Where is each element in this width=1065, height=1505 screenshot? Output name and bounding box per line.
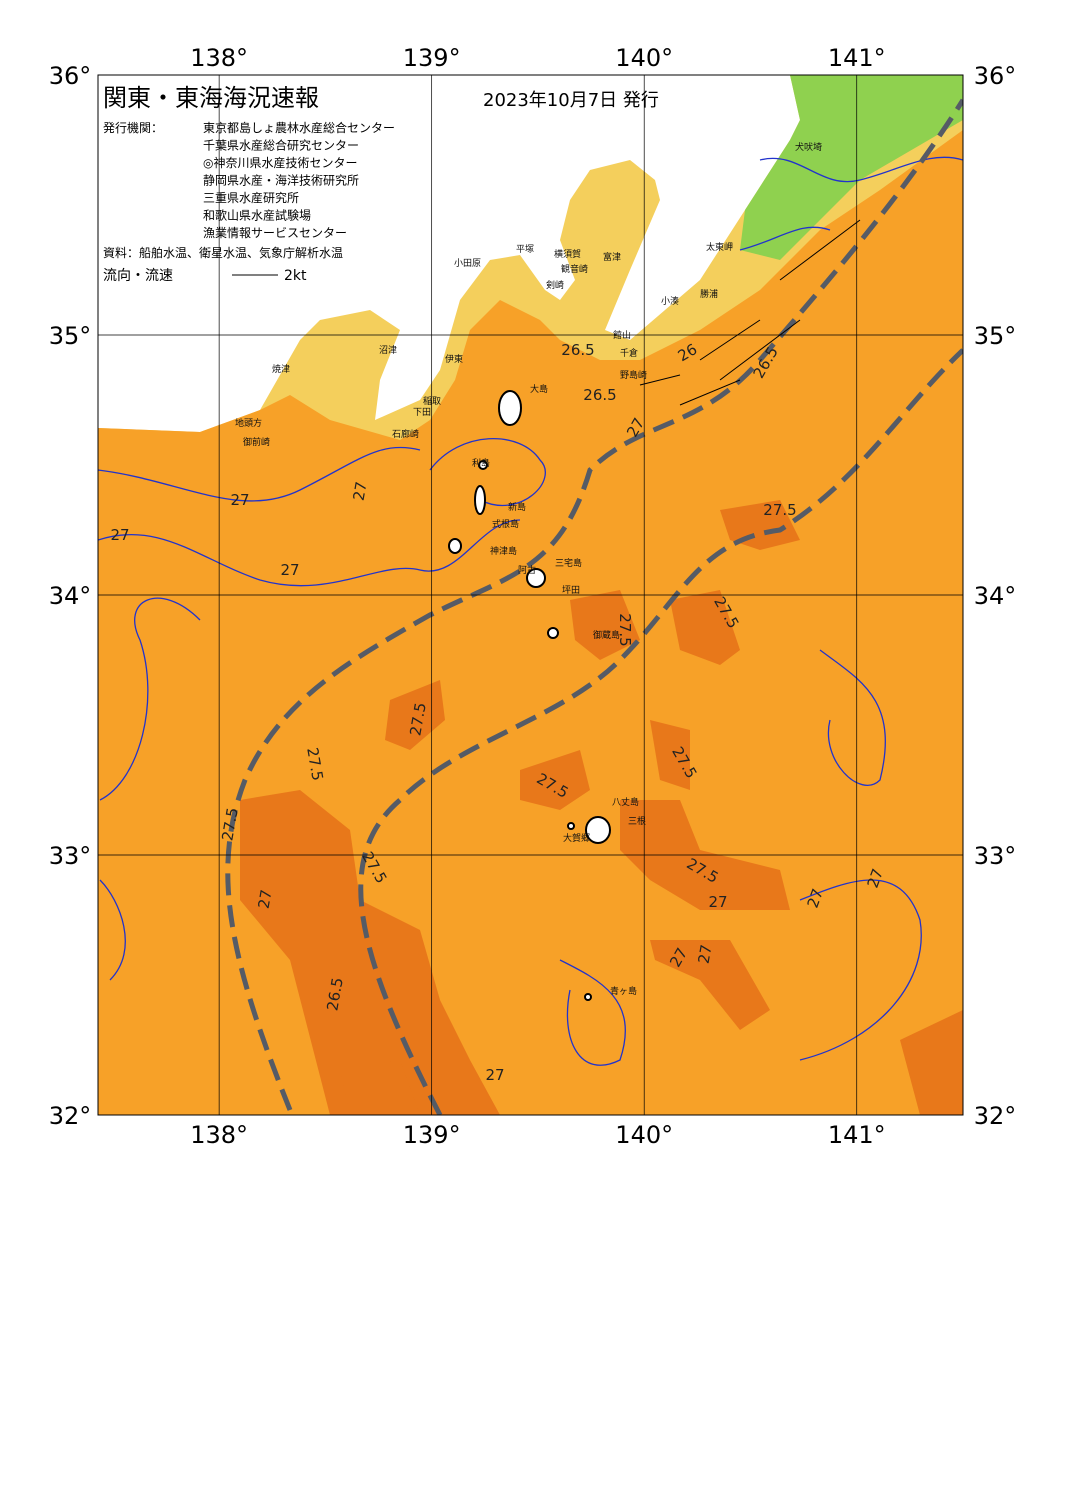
place-name: 伊東	[445, 353, 463, 365]
y-tick-label: 36°	[974, 62, 1017, 90]
place-name: 横須賀	[554, 248, 581, 260]
place-name: 阿古	[518, 564, 536, 576]
contour-label: 27	[110, 526, 129, 544]
place-name: 犬吠埼	[795, 141, 822, 153]
x-tick-label: 139°	[403, 1121, 461, 1149]
header: 関東・東海海況速報 2023年10月7日 発行 発行機関： 資料：船舶水温、衛星…	[103, 84, 659, 284]
place-name: 下田	[413, 407, 431, 418]
place-name: 青ヶ島	[610, 985, 637, 997]
contour-label: 27	[230, 491, 249, 509]
place-name: 石廊崎	[392, 428, 419, 440]
isotherms	[98, 156, 963, 1066]
place-name: 稲取	[423, 395, 441, 407]
contour-label: 26.5	[561, 341, 594, 359]
issuer: 静岡県水産・海洋技術研究所	[203, 173, 359, 188]
y-tick-label: 33°	[49, 842, 92, 870]
place-name: 太東岬	[706, 241, 733, 253]
issuer: 和歌山県水産試験場	[203, 208, 311, 223]
y-tick-label: 35°	[974, 322, 1017, 350]
date: 2023年10月7日 発行	[483, 90, 659, 111]
issuer: 漁業情報サービスセンター	[203, 226, 347, 240]
place-name: 小湊	[661, 295, 679, 307]
place-name: 焼津	[272, 364, 290, 375]
x-tick-label: 138°	[190, 1121, 248, 1149]
legend-speed: 2kt	[284, 268, 307, 284]
place-name: 勝浦	[700, 288, 718, 300]
contour-label: 26.5	[583, 386, 616, 404]
x-tick-label: 139°	[403, 44, 461, 72]
contour-label: 27	[350, 480, 371, 502]
y-tick-label: 32°	[49, 1102, 92, 1130]
contour-label: 27	[485, 1066, 504, 1084]
y-tick-label: 34°	[49, 582, 92, 610]
y-tick-label: 36°	[49, 62, 92, 90]
x-tick-label: 141°	[828, 1121, 886, 1149]
place-name: 大賀郷	[563, 832, 590, 844]
place-name: 観音崎	[561, 263, 588, 275]
x-tick-label: 140°	[615, 1121, 673, 1149]
contour-label: 27.5	[763, 501, 796, 519]
contour-label: 27.5	[218, 806, 242, 842]
contour-label: 27.5	[616, 613, 634, 646]
x-tick-label: 140°	[615, 44, 673, 72]
y-tick-label: 33°	[974, 842, 1017, 870]
x-tick-label: 138°	[190, 44, 248, 72]
current-arrows	[639, 219, 861, 406]
contour-label: 27.5	[406, 701, 430, 737]
place-name: 三宅島	[555, 557, 582, 569]
contour-label: 27	[708, 893, 727, 911]
source: 資料：船舶水温、衛星水温、気象庁解析水温	[103, 245, 343, 260]
issuer: ◎神奈川県水産技術センター	[203, 155, 357, 170]
y-tick-label: 35°	[49, 322, 92, 350]
place-name: 大島	[530, 383, 548, 395]
title: 関東・東海海況速報	[103, 84, 319, 112]
place-name: 沼津	[379, 345, 397, 356]
place-name: 式根島	[492, 518, 519, 530]
place-name: 平塚	[516, 244, 534, 255]
place-name: 坪田	[562, 585, 580, 596]
islands	[448, 390, 611, 1001]
issuer: 千葉県水産総合研究センター	[203, 138, 359, 153]
place-name: 剣崎	[546, 279, 564, 291]
contour-label: 27	[280, 561, 299, 579]
place-name: 新島	[508, 501, 526, 513]
place-name: 利島	[472, 457, 490, 469]
issuer: 三重県水産研究所	[203, 190, 299, 205]
place-name: 御蔵島	[593, 629, 620, 641]
place-name: 千倉	[620, 347, 638, 359]
contour-label: 27	[864, 866, 887, 890]
contour-label: 27	[695, 943, 716, 965]
place-name: 館山	[613, 329, 631, 341]
place-name: 富津	[603, 251, 621, 263]
issuer: 東京都島しょ農林水産総合センター	[203, 120, 395, 135]
y-tick-label: 32°	[974, 1102, 1017, 1130]
kuroshio-axis	[225, 98, 963, 1115]
place-name: 小田原	[454, 258, 481, 269]
place-name: 三根	[628, 815, 646, 827]
place-name: 御前崎	[243, 436, 270, 448]
green-water	[740, 75, 963, 260]
x-tick-label: 141°	[828, 44, 886, 72]
place-name: 野島崎	[620, 369, 647, 381]
legend-label: 流向・流速	[103, 268, 173, 284]
contour-label: 27	[804, 886, 827, 910]
y-tick-label: 34°	[974, 582, 1017, 610]
place-name: 八丈島	[612, 796, 639, 808]
place-name: 地頭方	[235, 417, 262, 429]
contour-label: 26.5	[323, 976, 347, 1012]
contour-label: 27	[255, 888, 276, 910]
place-name: 神津島	[490, 545, 517, 557]
contour-label: 27.5	[303, 746, 327, 782]
issuer-label: 発行機関：	[103, 120, 163, 135]
